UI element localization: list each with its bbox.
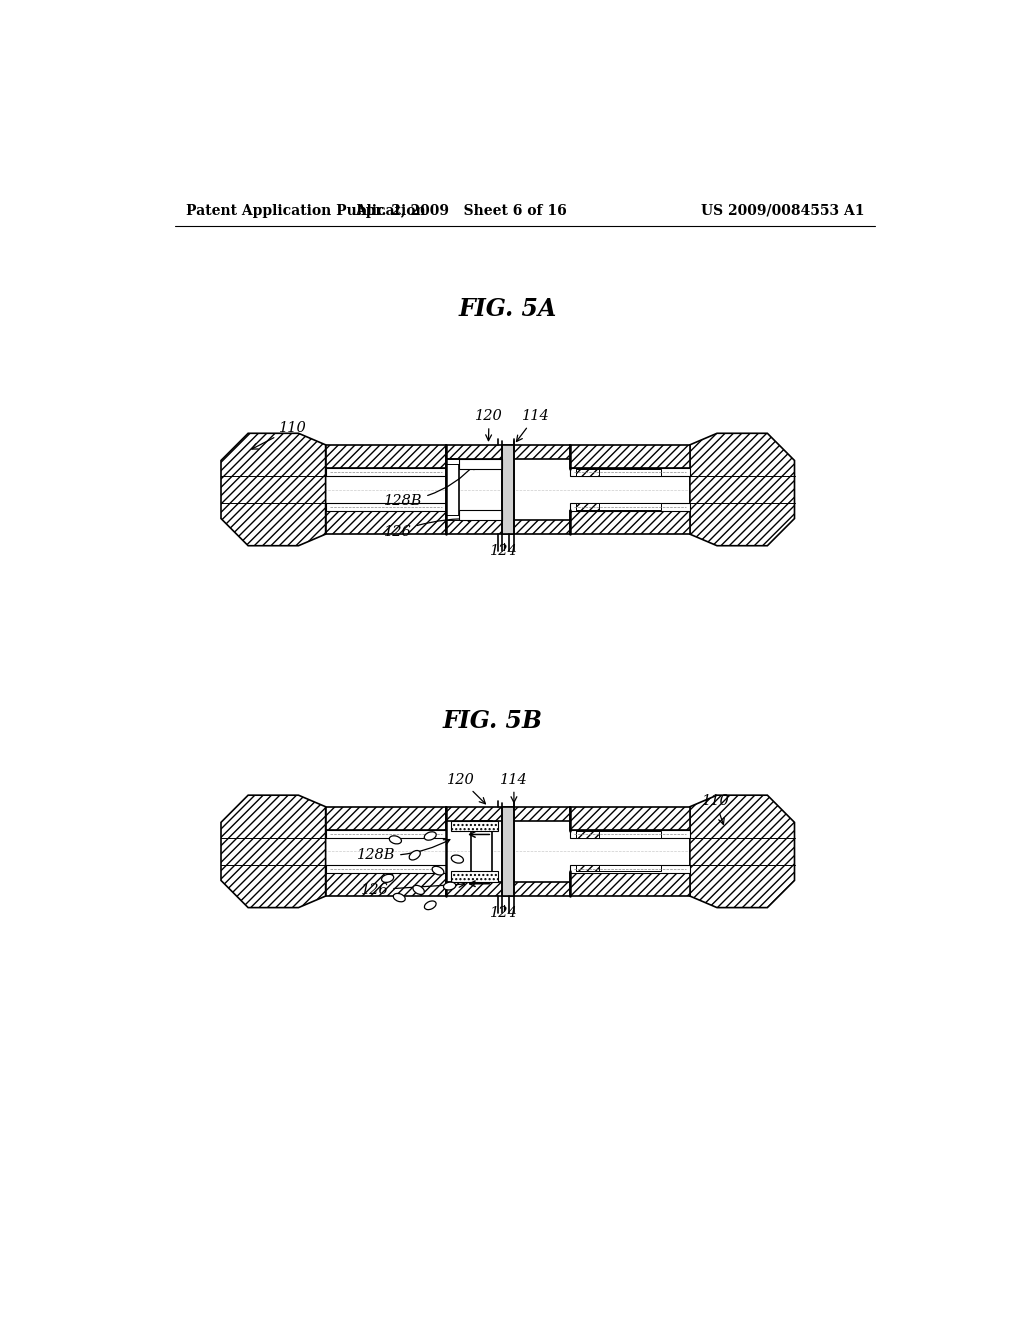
Text: 114: 114	[516, 409, 550, 441]
Polygon shape	[221, 433, 326, 545]
Bar	[575, 503, 662, 510]
Text: 126: 126	[384, 516, 474, 539]
Bar	[575, 470, 662, 475]
Bar	[326, 503, 445, 511]
Bar	[569, 807, 690, 830]
Bar	[326, 873, 445, 896]
Bar	[459, 510, 502, 520]
Polygon shape	[690, 433, 795, 545]
Text: 110: 110	[252, 421, 307, 449]
Bar	[445, 520, 569, 535]
Bar	[569, 873, 690, 896]
Bar	[326, 830, 445, 838]
Text: Patent Application Publication: Patent Application Publication	[186, 203, 426, 218]
Bar	[471, 821, 493, 882]
Bar	[459, 459, 502, 470]
Bar	[575, 832, 662, 838]
Polygon shape	[221, 795, 326, 908]
Bar	[445, 515, 459, 520]
Bar	[326, 469, 445, 475]
Bar	[326, 445, 445, 469]
Text: 114: 114	[500, 772, 527, 803]
Ellipse shape	[424, 832, 436, 841]
Bar	[445, 459, 459, 520]
Text: 124: 124	[490, 544, 518, 558]
Ellipse shape	[452, 855, 464, 863]
Bar	[445, 882, 569, 896]
Ellipse shape	[393, 894, 406, 902]
Ellipse shape	[413, 886, 424, 895]
Bar	[575, 866, 662, 871]
Text: 128B: 128B	[356, 840, 450, 862]
Text: FIG. 5A: FIG. 5A	[459, 297, 557, 321]
Text: 120: 120	[447, 772, 485, 804]
Bar	[569, 511, 690, 535]
Text: US 2009/0084553 A1: US 2009/0084553 A1	[700, 203, 864, 218]
Bar	[569, 469, 690, 475]
Text: 126: 126	[360, 882, 465, 896]
Ellipse shape	[389, 836, 401, 843]
Bar	[452, 821, 498, 832]
Bar	[445, 807, 569, 821]
Ellipse shape	[443, 882, 456, 890]
Bar	[575, 503, 599, 510]
Text: 120: 120	[475, 409, 503, 441]
Ellipse shape	[410, 850, 420, 861]
Bar	[569, 830, 690, 838]
Bar	[445, 445, 569, 459]
Text: 110: 110	[701, 795, 729, 825]
Ellipse shape	[432, 866, 443, 875]
Bar	[326, 807, 445, 830]
Text: Apr. 2, 2009   Sheet 6 of 16: Apr. 2, 2009 Sheet 6 of 16	[355, 203, 567, 218]
Bar	[452, 871, 498, 882]
Text: FIG. 5B: FIG. 5B	[442, 709, 543, 733]
Text: 128B: 128B	[384, 463, 475, 508]
Bar	[575, 866, 599, 871]
Bar	[575, 832, 599, 838]
Bar	[569, 445, 690, 469]
Bar	[502, 445, 514, 535]
Text: 124: 124	[490, 906, 518, 920]
Bar	[326, 511, 445, 535]
Bar	[445, 459, 459, 465]
Bar	[502, 807, 514, 896]
Polygon shape	[690, 795, 795, 908]
Bar	[575, 470, 599, 475]
Bar	[569, 866, 690, 873]
Ellipse shape	[424, 902, 436, 909]
Bar	[569, 503, 690, 511]
Ellipse shape	[382, 874, 393, 882]
Bar	[326, 866, 445, 873]
